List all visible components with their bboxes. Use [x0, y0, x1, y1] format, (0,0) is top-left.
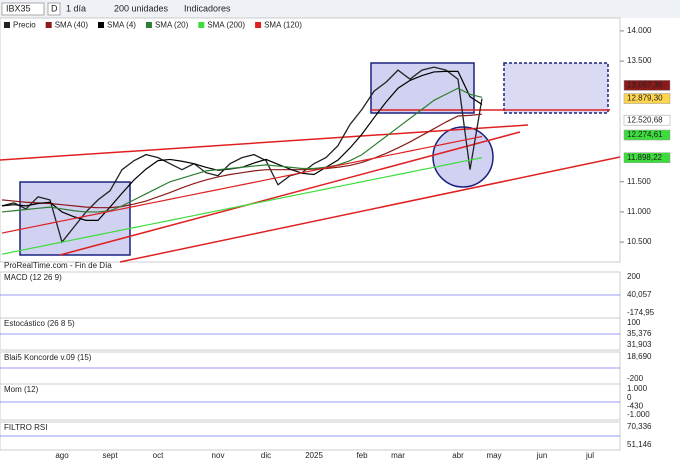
panel-label: 31,903: [627, 340, 652, 349]
panel-title-bg: [1, 319, 101, 328]
mode: D: [51, 3, 58, 13]
series-line: [1, 157, 483, 255]
series-line: [1, 87, 483, 213]
x-tick-label: ago: [55, 451, 69, 460]
panel-title-bg: [1, 353, 101, 362]
legend-swatch: [255, 22, 262, 28]
panel-label: 200: [627, 272, 641, 281]
price-tag: [623, 129, 671, 141]
indicators[interactable]: Indicadores: [184, 3, 231, 13]
panel-title-bg: [1, 273, 101, 282]
trend-lines: [0, 109, 621, 263]
legend-swatch: [98, 22, 105, 28]
y-tick-label: 11.000: [627, 207, 651, 216]
price-tag: [623, 152, 671, 163]
legend-swatch: [4, 22, 10, 28]
panel-label: 18,690: [627, 352, 652, 361]
panel-label: 35,376: [627, 329, 652, 338]
legend-label: SMA (20): [155, 21, 189, 30]
panel-title: MACD (12 26 9): [4, 273, 62, 282]
trend-line: [0, 124, 529, 161]
y-tick-label: 10.500: [627, 237, 652, 246]
x-tick-label: jun: [536, 451, 548, 460]
x-tick-label: 2025: [305, 451, 323, 460]
legend-swatch: [45, 22, 52, 28]
panel-title-bg: [1, 385, 101, 394]
price-tag-label: 12.879,30: [627, 94, 663, 103]
panel-title-bg: [1, 423, 101, 432]
panel-label: 1.000: [627, 384, 648, 393]
panel-label: -174,95: [627, 308, 655, 317]
trend-line: [119, 156, 621, 263]
panel-label: 40,057: [627, 290, 652, 299]
units[interactable]: 200 unidades: [114, 3, 169, 13]
mode-box[interactable]: [47, 2, 61, 16]
series-line: [1, 135, 483, 234]
panel-label: -200: [627, 374, 644, 383]
y-tick-label: 14.000: [627, 26, 652, 35]
symbol-box[interactable]: [1, 2, 45, 16]
price-tag-label: 13.097,36: [627, 80, 663, 89]
price-tag-label: 12.520,68: [627, 115, 663, 124]
panel-label: -430: [627, 401, 644, 410]
legend-label: Precio: [13, 21, 36, 30]
panel-title: FILTRO RSI: [4, 423, 47, 432]
x-tick-label: dic: [261, 451, 271, 460]
x-tick-label: mar: [391, 451, 405, 460]
legend-swatch: [198, 22, 205, 28]
price-tag-label: 12.274,61: [627, 130, 663, 139]
legend-swatch: [145, 22, 152, 28]
price-tag: [623, 80, 671, 91]
period[interactable]: 1 día: [66, 3, 86, 13]
x-tick-label: nov: [212, 451, 225, 460]
x-tick-label: feb: [356, 451, 368, 460]
panel-label: 70,336: [627, 422, 652, 431]
legend-label: SMA (200): [207, 21, 245, 30]
legend-label: SMA (40): [55, 21, 89, 30]
panel-title: Estocástico (26 8 5): [4, 319, 75, 328]
watermark: ProRealTime.com - Fin de Día: [4, 261, 112, 270]
panel-label: 0: [627, 393, 632, 402]
panel-label: 100: [627, 318, 641, 327]
x-tick-label: may: [486, 451, 501, 460]
circle: [432, 126, 494, 188]
price-tag: [623, 93, 671, 104]
price-tag-label: 11.898,22: [627, 153, 663, 162]
panel-label: 51,146: [627, 440, 652, 449]
x-tick-label: abr: [452, 451, 464, 460]
panel-label: -1.000: [627, 410, 650, 419]
price-tag: [623, 114, 671, 126]
panel-title: Mom (12): [4, 385, 39, 394]
main-plot: [0, 17, 621, 263]
y-tick-label: 13.500: [627, 56, 652, 65]
x-tick-label: oct: [153, 451, 164, 460]
box-dashed: [503, 62, 609, 114]
x-tick-label: sept: [102, 451, 118, 460]
panel-title: Blai5 Koncorde v.09 (15): [4, 353, 92, 362]
x-tick-label: jul: [585, 451, 594, 460]
symbol: IBX35: [6, 3, 31, 13]
series-line: [1, 113, 483, 209]
legend-label: SMA (4): [107, 21, 136, 30]
y-tick-label: 11.500: [627, 177, 651, 186]
legend-label: SMA (120): [264, 21, 302, 30]
trend-line: [59, 131, 521, 256]
toolbar: [0, 0, 680, 18]
